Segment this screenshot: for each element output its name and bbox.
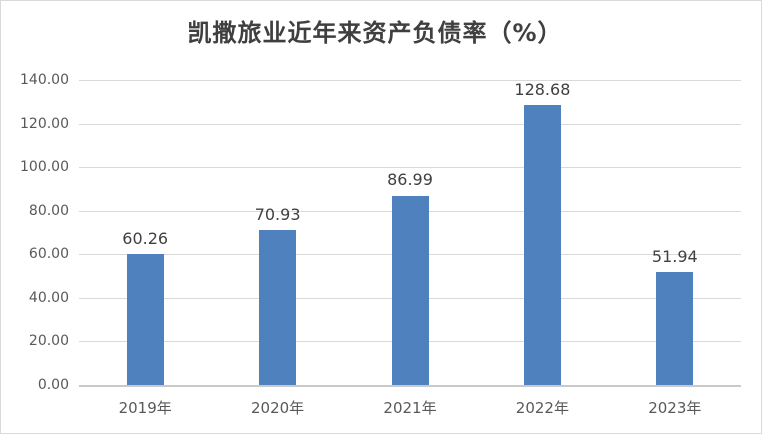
bar-value-label: 60.26 — [122, 228, 169, 248]
bar-2022年 — [523, 104, 561, 385]
bar-2020年 — [259, 230, 297, 385]
x-tick-label: 2019年 — [118, 399, 172, 417]
gridline — [79, 80, 741, 81]
x-axis-line — [79, 385, 741, 387]
gridline — [79, 167, 741, 169]
y-tick-label: 0.00 — [37, 377, 69, 393]
y-tick-label: 20.00 — [28, 333, 69, 350]
y-tick-label: 60.00 — [28, 246, 69, 263]
x-tick-label: 2023年 — [648, 399, 702, 417]
bar-value-label: 70.93 — [254, 205, 301, 225]
plot-area: 60.26 70.93 86.99 128.68 51.94 — [79, 79, 741, 387]
y-tick-label: 80.00 — [28, 202, 69, 219]
bar-2019年 — [126, 253, 164, 385]
bar-2021年 — [391, 195, 429, 385]
y-tick-label: 40.00 — [28, 289, 69, 306]
bar-2023年 — [656, 271, 694, 385]
x-tick-label: 2021年 — [383, 399, 437, 417]
bar-value-label: 86.99 — [387, 170, 433, 190]
y-tick-label: 100.00 — [20, 159, 69, 176]
bar-value-label: 128.68 — [514, 79, 571, 99]
x-tick-label: 2022年 — [515, 399, 569, 417]
gridline — [79, 123, 741, 125]
y-tick-label: 140.00 — [20, 72, 69, 88]
bar-value-label: 51.94 — [651, 246, 698, 266]
y-tick-label: 120.00 — [20, 115, 69, 132]
x-tick-label: 2020年 — [251, 399, 305, 417]
chart-title: 凯撒旅业近年来资产负债率（%） — [187, 19, 563, 47]
